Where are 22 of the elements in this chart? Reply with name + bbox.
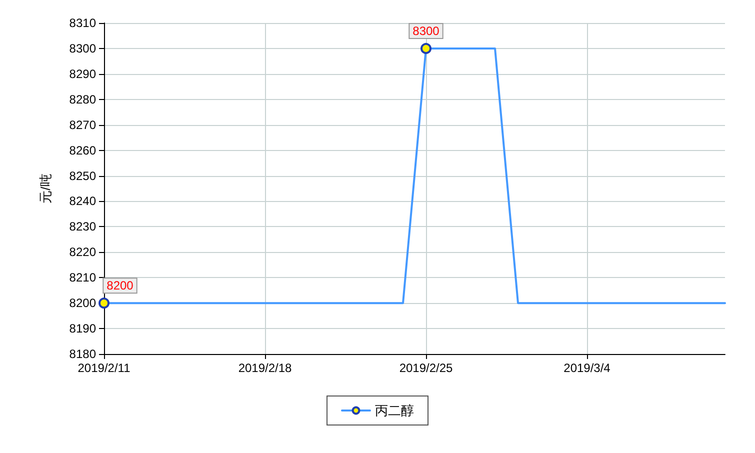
- y-tick-label: 8190: [69, 322, 96, 336]
- y-tick-label: 8270: [69, 118, 96, 132]
- data-label: 8300: [412, 24, 440, 38]
- data-label: 8200: [106, 278, 134, 293]
- y-tick-label: 8310: [69, 16, 96, 30]
- y-axis-title: 元/吨: [38, 174, 53, 204]
- y-tick-label: 8210: [69, 270, 96, 285]
- x-tick-label: 2019/2/25: [399, 361, 454, 375]
- y-tick-label: 8250: [69, 168, 96, 183]
- y-tick-label: 8280: [69, 92, 96, 106]
- x-tick-label: 2019/3/4: [564, 361, 611, 375]
- y-tick-label: 8230: [69, 220, 96, 234]
- x-tick-label: 2019/2/11: [78, 361, 131, 375]
- y-tick-label: 8290: [69, 66, 96, 81]
- x-tick-label: 2019/2/18: [238, 361, 292, 375]
- y-tick-label: 8300: [69, 41, 96, 56]
- y-tick-label: 8240: [69, 194, 96, 208]
- y-tick-label: 8220: [69, 245, 96, 260]
- y-tick-label: 8180: [69, 347, 96, 361]
- y-tick-label: 8260: [69, 143, 96, 158]
- y-tick-label: 8200: [69, 296, 96, 310]
- legend-label: 丙二醇: [375, 403, 414, 418]
